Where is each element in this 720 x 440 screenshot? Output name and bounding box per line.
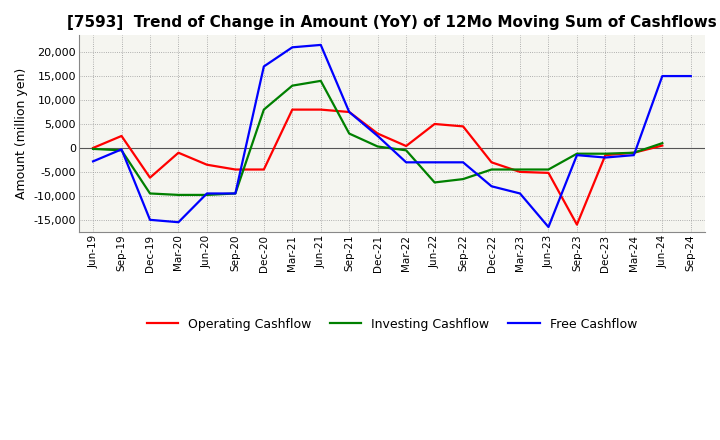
Operating Cashflow (145, 175, 154, 180)
Investing Cashflow (317, 78, 325, 84)
Investing Cashflow (516, 167, 524, 172)
Investing Cashflow (145, 191, 154, 196)
Investing Cashflow (202, 192, 211, 198)
Investing Cashflow (117, 148, 126, 153)
Operating Cashflow (202, 162, 211, 167)
Legend: Operating Cashflow, Investing Cashflow, Free Cashflow: Operating Cashflow, Investing Cashflow, … (142, 313, 642, 336)
Free Cashflow (374, 133, 382, 139)
Investing Cashflow (544, 167, 553, 172)
Investing Cashflow (629, 150, 638, 155)
Free Cashflow (544, 224, 553, 230)
Line: Operating Cashflow: Operating Cashflow (93, 110, 662, 224)
Operating Cashflow (629, 150, 638, 155)
Investing Cashflow (231, 191, 240, 196)
Investing Cashflow (174, 192, 183, 198)
Operating Cashflow (174, 150, 183, 155)
Operating Cashflow (459, 124, 467, 129)
Free Cashflow (117, 147, 126, 152)
Free Cashflow (431, 160, 439, 165)
Free Cashflow (231, 191, 240, 196)
Operating Cashflow (544, 170, 553, 176)
Free Cashflow (145, 217, 154, 223)
Operating Cashflow (601, 153, 610, 158)
Operating Cashflow (259, 167, 268, 172)
Investing Cashflow (658, 140, 667, 146)
Line: Free Cashflow: Free Cashflow (93, 45, 690, 227)
Investing Cashflow (402, 148, 410, 153)
Investing Cashflow (89, 146, 97, 151)
Free Cashflow (629, 153, 638, 158)
Free Cashflow (459, 160, 467, 165)
Free Cashflow (402, 160, 410, 165)
Operating Cashflow (402, 143, 410, 149)
Free Cashflow (487, 183, 496, 189)
Investing Cashflow (572, 151, 581, 156)
Investing Cashflow (459, 176, 467, 182)
Free Cashflow (259, 64, 268, 69)
Y-axis label: Amount (million yen): Amount (million yen) (15, 68, 28, 199)
Operating Cashflow (516, 169, 524, 175)
Investing Cashflow (345, 131, 354, 136)
Line: Investing Cashflow: Investing Cashflow (93, 81, 662, 195)
Investing Cashflow (487, 167, 496, 172)
Investing Cashflow (288, 83, 297, 88)
Free Cashflow (174, 220, 183, 225)
Investing Cashflow (374, 144, 382, 149)
Operating Cashflow (572, 222, 581, 227)
Title: [7593]  Trend of Change in Amount (YoY) of 12Mo Moving Sum of Cashflows: [7593] Trend of Change in Amount (YoY) o… (67, 15, 717, 30)
Free Cashflow (202, 191, 211, 196)
Operating Cashflow (89, 145, 97, 150)
Investing Cashflow (259, 107, 268, 112)
Free Cashflow (89, 159, 97, 164)
Operating Cashflow (487, 160, 496, 165)
Free Cashflow (288, 45, 297, 50)
Investing Cashflow (601, 151, 610, 156)
Operating Cashflow (117, 133, 126, 139)
Operating Cashflow (374, 131, 382, 136)
Operating Cashflow (288, 107, 297, 112)
Free Cashflow (658, 73, 667, 79)
Free Cashflow (572, 153, 581, 158)
Free Cashflow (601, 155, 610, 160)
Free Cashflow (345, 110, 354, 115)
Investing Cashflow (431, 180, 439, 185)
Free Cashflow (317, 42, 325, 48)
Operating Cashflow (658, 143, 667, 148)
Operating Cashflow (431, 121, 439, 127)
Operating Cashflow (317, 107, 325, 112)
Free Cashflow (516, 191, 524, 196)
Free Cashflow (686, 73, 695, 79)
Operating Cashflow (231, 167, 240, 172)
Operating Cashflow (345, 110, 354, 115)
